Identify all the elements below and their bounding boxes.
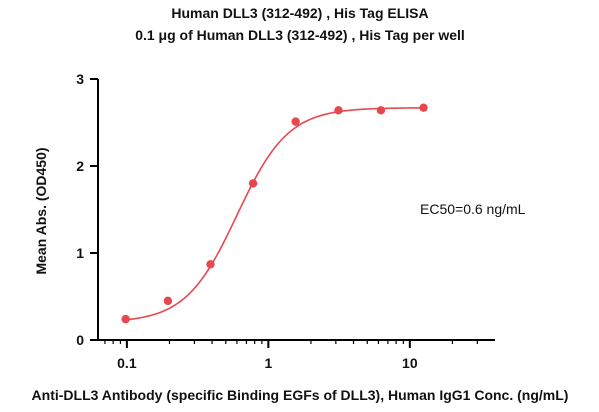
y-tick-label: 2 <box>76 158 84 174</box>
data-point <box>248 179 258 188</box>
data-point <box>419 103 428 112</box>
fit-curve-group <box>125 107 424 321</box>
x-tick-label: 0.1 <box>117 355 137 371</box>
data-point <box>376 106 386 115</box>
data-point <box>334 106 343 115</box>
fit-curve-line <box>125 107 424 321</box>
x-tick-label: 1 <box>264 355 272 371</box>
axes: 0 1 2 3 0.1 1 10 <box>76 71 495 371</box>
chart-title: Human DLL3 (312-492) , His Tag ELISA <box>171 5 428 21</box>
data-point <box>121 314 130 324</box>
x-axis-label: Anti-DLL3 Antibody (specific Binding EGF… <box>32 387 569 403</box>
y-tick-label: 0 <box>76 332 84 348</box>
y-axis-label: Mean Abs. (OD450) <box>33 147 49 274</box>
data-point <box>206 260 215 269</box>
ec50-annotation: EC50=0.6 ng/mL <box>420 201 526 217</box>
data-point <box>291 117 300 126</box>
chart-subtitle: 0.1 μg of Human DLL3 (312-492) , His Tag… <box>135 27 465 43</box>
y-tick-label: 1 <box>76 245 84 261</box>
data-point <box>163 296 173 306</box>
x-tick-label: 10 <box>402 355 418 371</box>
y-tick-label: 3 <box>76 71 84 87</box>
data-points <box>121 103 428 324</box>
